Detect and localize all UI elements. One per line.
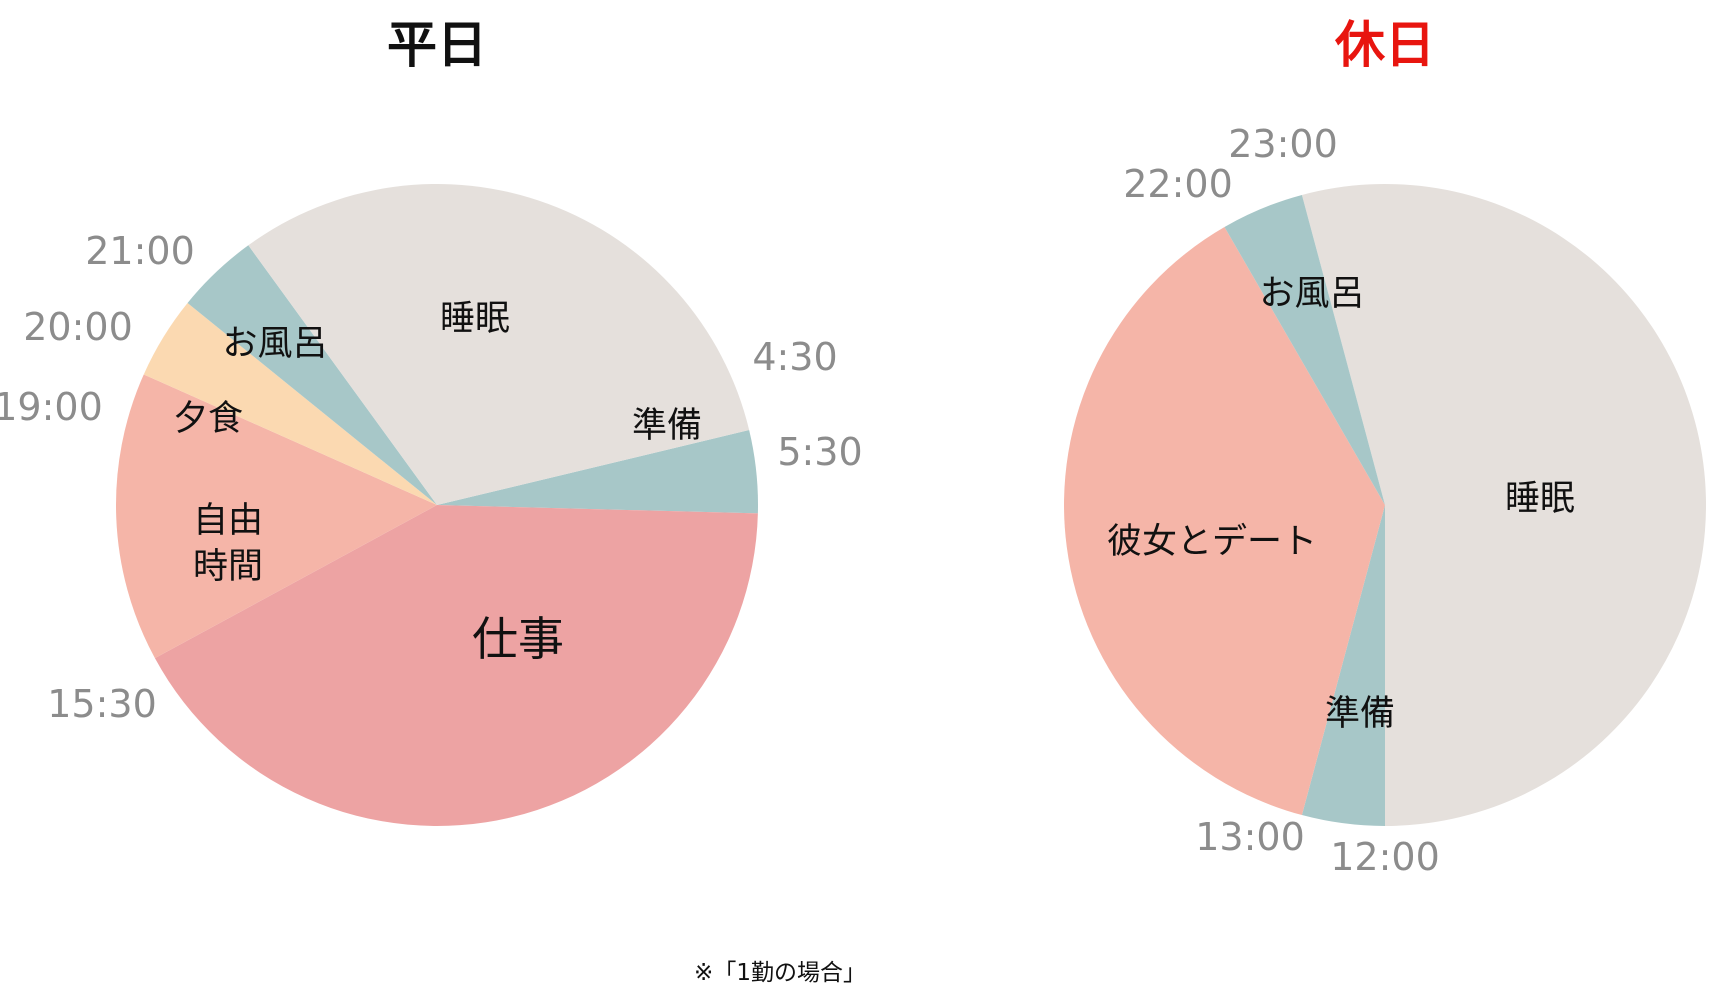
time-label: 22:00 — [1123, 162, 1233, 206]
time-label: 4:30 — [752, 335, 837, 379]
slice-label: お風呂 — [222, 324, 327, 364]
pie-slice — [1301, 183, 1707, 826]
pie-slice — [143, 302, 437, 505]
pie-slice — [248, 184, 750, 505]
pie-slice — [437, 430, 758, 514]
time-label: 20:00 — [23, 305, 133, 349]
time-label: 23:00 — [1228, 122, 1338, 166]
footnote: ※「1勤の場合」 — [694, 960, 866, 986]
pie-slice — [1064, 227, 1385, 816]
slice-label: 睡眠 — [1505, 479, 1575, 519]
pie-slice — [154, 505, 758, 827]
time-label: 21:00 — [85, 229, 195, 273]
slice-label: 準備 — [1325, 694, 1395, 734]
chart-title: 休日 — [1334, 16, 1435, 74]
slice-label: 睡眠 — [440, 299, 510, 339]
slice-label: 自由時間 — [193, 501, 263, 587]
time-label: 15:30 — [47, 682, 157, 726]
slice-label: 準備 — [632, 406, 702, 446]
time-label: 12:00 — [1330, 835, 1440, 879]
pie-slice — [187, 245, 437, 505]
pie-slice — [1224, 194, 1385, 505]
slice-label: 彼女とデート — [1107, 522, 1317, 562]
slice-label: お風呂 — [1259, 274, 1364, 314]
chart-title: 平日 — [387, 16, 487, 74]
time-label: 13:00 — [1195, 815, 1305, 859]
pie-slice — [1301, 505, 1385, 826]
pie-slice — [115, 374, 437, 659]
slice-label: 夕食 — [173, 399, 243, 439]
time-label: 19:00 — [0, 385, 103, 429]
slice-label: 仕事 — [472, 612, 564, 666]
time-label: 5:30 — [777, 430, 862, 474]
